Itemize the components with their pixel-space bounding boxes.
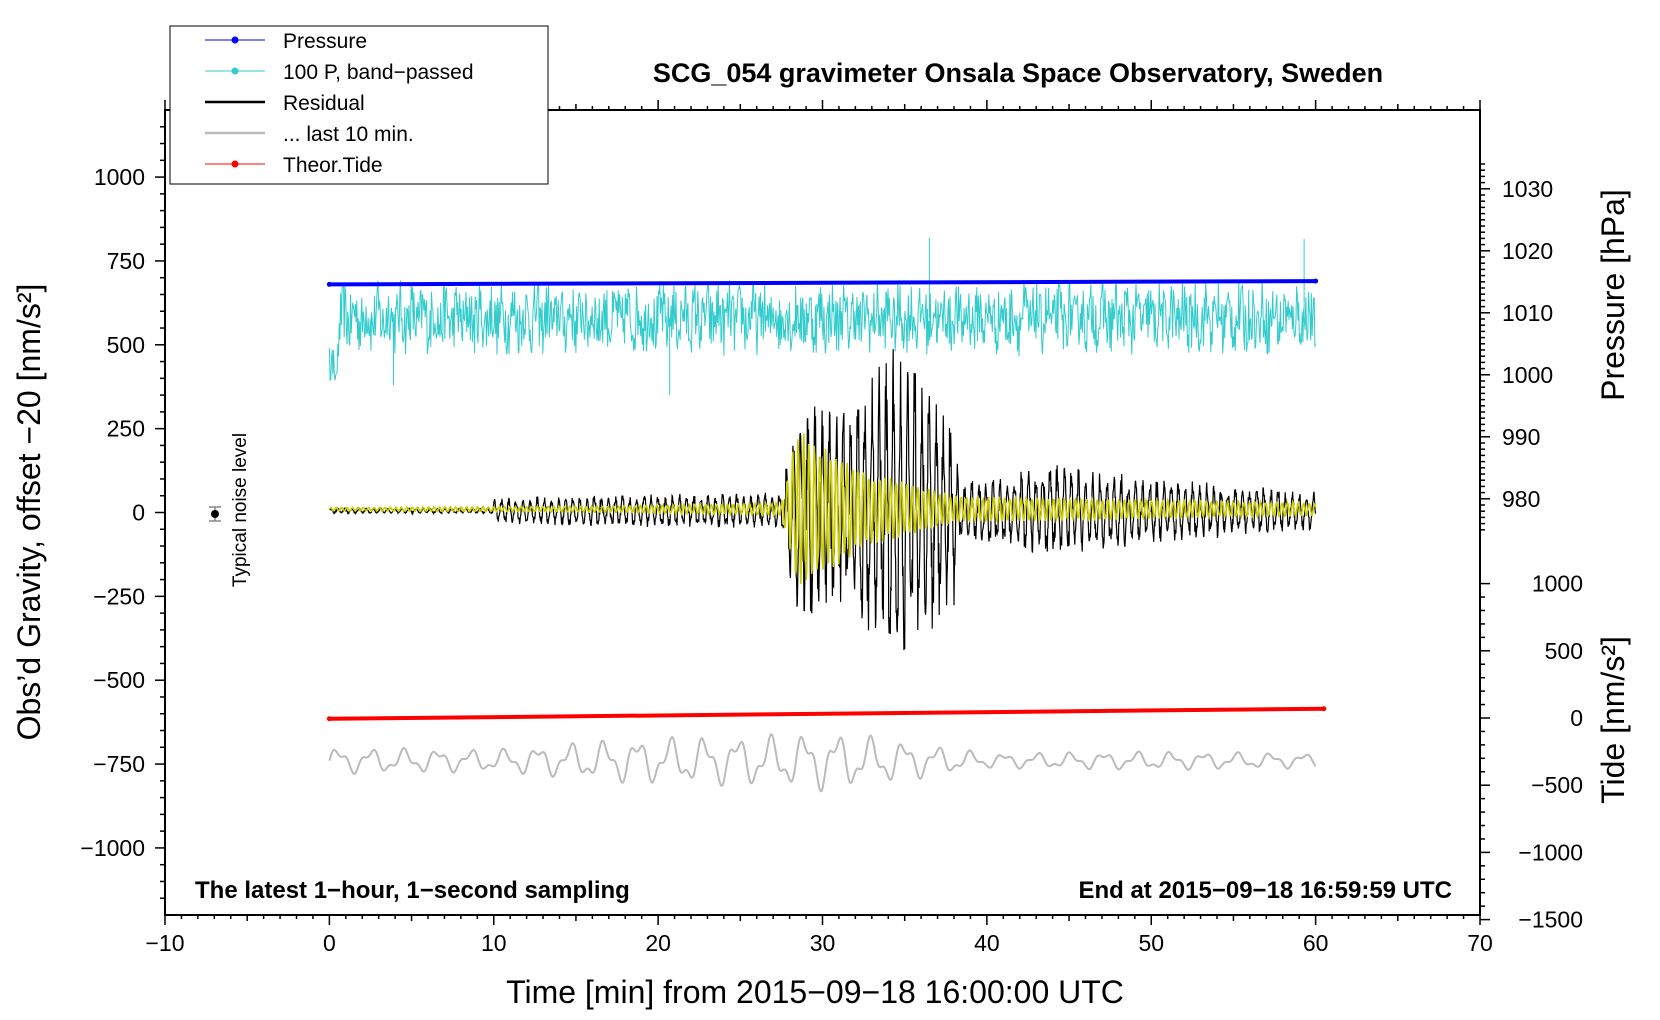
pressure-end-point xyxy=(1313,278,1319,284)
tide-tick-label: −1500 xyxy=(1518,907,1583,933)
y-tick-label: −500 xyxy=(93,667,145,693)
legend-label: ... last 10 min. xyxy=(283,123,414,146)
legend-marker xyxy=(231,67,239,75)
tide-start-point xyxy=(326,716,332,722)
tide-end-point xyxy=(1321,706,1327,712)
series-theoretical-tide xyxy=(329,706,1324,721)
legend-label: Theor.Tide xyxy=(283,154,383,177)
pressure-tick-label: 1030 xyxy=(1502,176,1553,202)
y-axis-left-ticks: 1000 750 500 250 0 −250 −500 −750 −1000 xyxy=(80,126,165,899)
series-pressure xyxy=(329,279,1316,287)
tide-tick-label: 0 xyxy=(1570,705,1583,731)
noise-level-label: Typical noise level xyxy=(230,433,251,587)
x-tick-label: −10 xyxy=(145,930,184,956)
y-tick-label: 250 xyxy=(107,416,145,442)
x-tick-label: 30 xyxy=(810,930,836,956)
pressure-tick-label: 990 xyxy=(1502,424,1540,450)
pressure-axis-label: Pressure [hPa] xyxy=(1595,189,1631,401)
legend: Pressure 100 P, band−passed Residual ... la… xyxy=(169,25,549,185)
noise-level-marker xyxy=(209,506,221,522)
series-residual xyxy=(329,349,1317,651)
pressure-start-point xyxy=(326,281,332,287)
series-group xyxy=(326,237,1327,793)
tide-tick-label: −1000 xyxy=(1518,839,1583,865)
x-tick-label: 70 xyxy=(1467,930,1493,956)
x-tick-label: 40 xyxy=(974,930,1000,956)
pressure-tick-label: 1010 xyxy=(1502,300,1553,326)
tide-tick-label: 500 xyxy=(1545,638,1583,664)
series-bandpassed-pressure xyxy=(328,280,1317,382)
x-tick-label: 10 xyxy=(481,930,507,956)
y-tick-label: 500 xyxy=(107,332,145,358)
y-tick-label: 0 xyxy=(132,500,145,526)
tide-tick-label: 1000 xyxy=(1532,571,1583,597)
legend-label: Pressure xyxy=(283,30,367,53)
legend-marker xyxy=(231,36,239,44)
pressure-tick-label: 1020 xyxy=(1502,238,1553,264)
x-tick-label: 60 xyxy=(1303,930,1329,956)
annotation-end-time: End at 2015−09−18 16:59:59 UTC xyxy=(1078,877,1452,904)
y-tick-label: 1000 xyxy=(94,164,145,190)
tide-axis-ticks: 1000 500 0 −500 −1000 −1500 xyxy=(1480,571,1583,933)
tide-tick-label: −500 xyxy=(1531,772,1583,798)
legend-box xyxy=(169,25,549,185)
x-axis-ticks: −10 0 10 20 30 40 50 60 70 xyxy=(145,100,1493,956)
pressure-axis-ticks: 1030 1020 1010 1000 990 980 xyxy=(1480,163,1553,531)
x-tick-label: 0 xyxy=(323,930,336,956)
chart-title: SCG_054 gravimeter Onsala Space Observat… xyxy=(653,58,1383,88)
y-tick-label: 750 xyxy=(107,248,145,274)
pressure-tick-label: 1000 xyxy=(1502,362,1553,388)
y-axis-left-label: Obs’d Gravity, offset −20 [nm/s²] xyxy=(11,284,47,741)
y-tick-label: −750 xyxy=(93,751,145,777)
tide-axis-label: Tide [nm/s²] xyxy=(1595,636,1631,804)
y-tick-label: −1000 xyxy=(80,835,145,861)
pressure-tick-label: 980 xyxy=(1502,486,1540,512)
legend-marker xyxy=(231,160,239,168)
annotation-sampling: The latest 1−hour, 1−second sampling xyxy=(195,877,630,904)
x-tick-label: 50 xyxy=(1138,930,1164,956)
legend-label: Residual xyxy=(283,92,365,115)
y-tick-label: −250 xyxy=(93,583,145,609)
x-axis-label: Time [min] from 2015−09−18 16:00:00 UTC xyxy=(506,974,1124,1010)
legend-label: 100 P, band−passed xyxy=(283,61,474,84)
series-last-10-min xyxy=(328,733,1317,793)
series-residual-yellow xyxy=(328,433,1317,584)
x-tick-label: 20 xyxy=(645,930,671,956)
